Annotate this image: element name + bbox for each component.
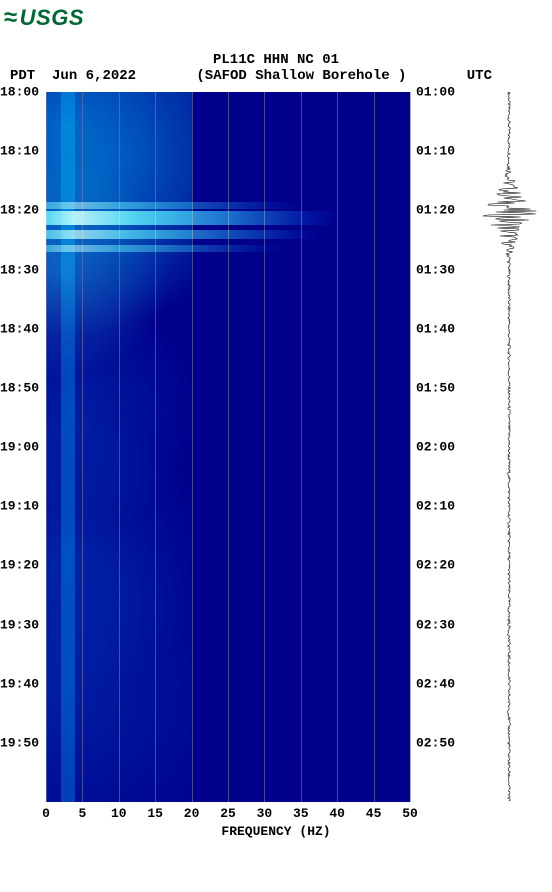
- y-tick-label-right: 02:10: [416, 499, 455, 514]
- gridline-v: [46, 92, 47, 802]
- x-tick-label: 30: [257, 806, 273, 821]
- waveform-panel: [478, 92, 540, 802]
- gridline-v: [410, 92, 411, 802]
- y-tick-label-right: 02:20: [416, 558, 455, 573]
- y-tick-label-left: 18:40: [0, 321, 39, 336]
- gridline-v: [119, 92, 120, 802]
- left-timezone: PDT Jun 6,2022: [10, 68, 136, 84]
- x-tick-label: 40: [329, 806, 345, 821]
- y-tick-label-left: 18:00: [0, 85, 39, 100]
- y-tick-label-left: 19:40: [0, 676, 39, 691]
- right-timezone: UTC: [467, 68, 542, 84]
- y-tick-label-right: 02:00: [416, 440, 455, 455]
- spectrogram-event: [46, 245, 283, 252]
- y-tick-label-left: 19:50: [0, 735, 39, 750]
- spectrogram-heatmap: [46, 92, 410, 802]
- y-tick-label-right: 01:10: [416, 144, 455, 159]
- y-tick-label-right: 02:40: [416, 676, 455, 691]
- gridline-v: [264, 92, 265, 802]
- gridline-v: [192, 92, 193, 802]
- y-tick-label-left: 18:50: [0, 380, 39, 395]
- x-tick-label: 5: [78, 806, 86, 821]
- y-tick-label-right: 01:20: [416, 203, 455, 218]
- x-tick-label: 0: [42, 806, 50, 821]
- x-tick-label: 50: [402, 806, 418, 821]
- spectrogram-event: [46, 202, 301, 209]
- y-tick-label-left: 19:20: [0, 558, 39, 573]
- y-tick-label-right: 02:30: [416, 617, 455, 632]
- x-axis-title: FREQUENCY (HZ): [0, 824, 552, 839]
- y-tick-label-right: 01:40: [416, 321, 455, 336]
- y-tick-label-left: 19:10: [0, 499, 39, 514]
- gridline-v: [374, 92, 375, 802]
- y-tick-label-right: 01:00: [416, 85, 455, 100]
- y-tick-label-right: 01:50: [416, 380, 455, 395]
- waveform-trace: [483, 92, 537, 801]
- gridline-v: [337, 92, 338, 802]
- waveform-svg: [478, 92, 540, 802]
- y-tick-label-left: 19:00: [0, 440, 39, 455]
- y-tick-label-left: 18:30: [0, 262, 39, 277]
- x-tick-label: 20: [184, 806, 200, 821]
- plot-header: PL11C HHN NC 01 PDT Jun 6,2022 (SAFOD Sh…: [0, 52, 552, 84]
- x-tick-label: 25: [220, 806, 236, 821]
- spectrogram-plot: [46, 92, 410, 802]
- x-tick-label: 10: [111, 806, 127, 821]
- station-name: (SAFOD Shallow Borehole ): [136, 68, 467, 84]
- y-tick-label-right: 01:30: [416, 262, 455, 277]
- usgs-logo: USGS: [4, 4, 84, 32]
- y-tick-label-left: 18:10: [0, 144, 39, 159]
- header-line2: PDT Jun 6,2022 (SAFOD Shallow Borehole )…: [0, 68, 552, 84]
- y-tick-label-left: 18:20: [0, 203, 39, 218]
- x-tick-label: 45: [366, 806, 382, 821]
- gridline-v: [301, 92, 302, 802]
- gridline-v: [228, 92, 229, 802]
- spectrogram-event: [46, 211, 337, 225]
- y-tick-label-right: 02:50: [416, 735, 455, 750]
- y-tick-label-left: 19:30: [0, 617, 39, 632]
- gridline-v: [155, 92, 156, 802]
- x-tick-label: 15: [147, 806, 163, 821]
- spectrogram-event: [46, 230, 319, 239]
- station-id: PL11C HHN NC 01: [0, 52, 552, 68]
- gridline-v: [82, 92, 83, 802]
- x-tick-label: 35: [293, 806, 309, 821]
